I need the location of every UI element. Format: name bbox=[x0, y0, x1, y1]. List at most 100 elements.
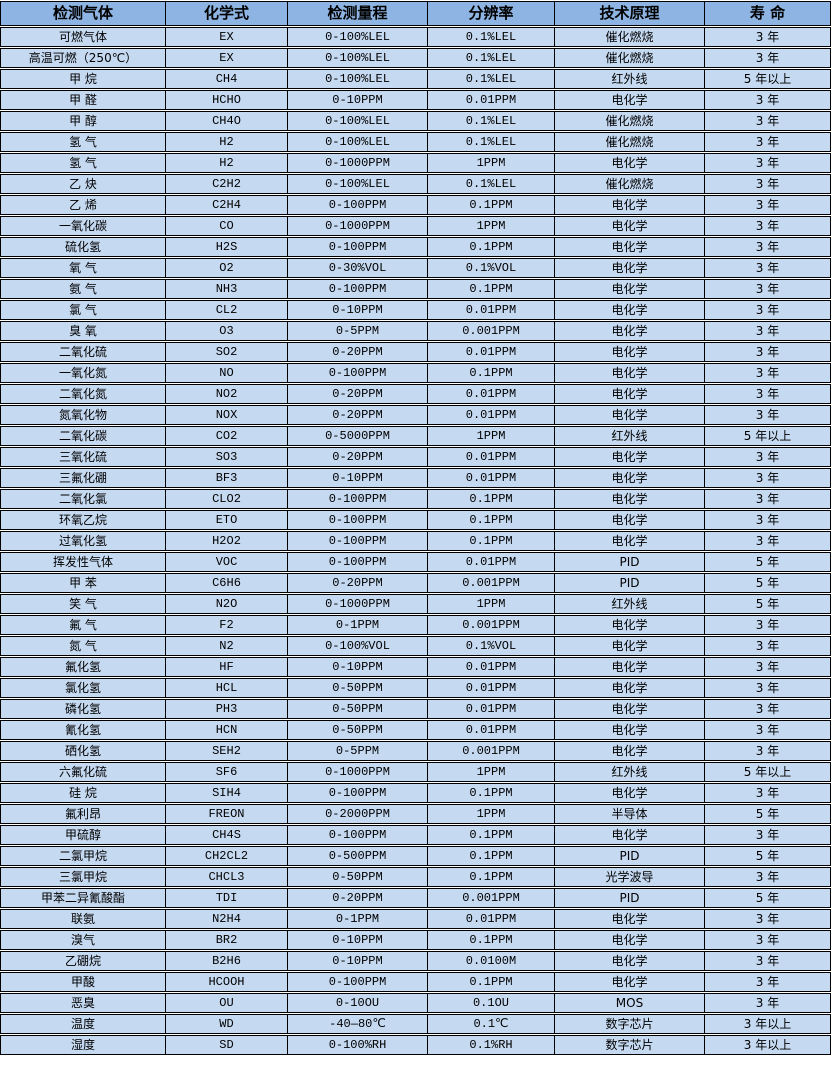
gas-name-cell: 硒化氢 bbox=[0, 741, 166, 761]
principle-cell: PID bbox=[555, 888, 705, 908]
lifetime-cell: 3 年 bbox=[705, 216, 831, 236]
formula-cell: WD bbox=[166, 1014, 288, 1034]
table-row: 二氧化碳 CO2 0-5000PPM 1PPM 红外线 5 年以上 bbox=[0, 426, 831, 446]
range-cell: 0-5PPM bbox=[288, 321, 428, 341]
range-cell: 0-100PPM bbox=[288, 489, 428, 509]
formula-cell: F2 bbox=[166, 615, 288, 635]
lifetime-cell: 3 年 bbox=[705, 27, 831, 47]
principle-cell: 电化学 bbox=[555, 258, 705, 278]
formula-cell: SO2 bbox=[166, 342, 288, 362]
formula-cell: HCL bbox=[166, 678, 288, 698]
formula-cell: NOX bbox=[166, 405, 288, 425]
gas-name-cell: 硅 烷 bbox=[0, 783, 166, 803]
table-row: 一氧化碳 CO 0-1000PPM 1PPM 电化学 3 年 bbox=[0, 216, 831, 236]
table-row: 温度 WD -40—80℃ 0.1℃ 数字芯片 3 年以上 bbox=[0, 1014, 831, 1034]
gas-name-cell: 挥发性气体 bbox=[0, 552, 166, 572]
resolution-cell: 0.0100M bbox=[428, 951, 555, 971]
resolution-cell: 0.1PPM bbox=[428, 279, 555, 299]
principle-cell: 数字芯片 bbox=[555, 1035, 705, 1055]
resolution-cell: 0.01PPM bbox=[428, 678, 555, 698]
principle-cell: 电化学 bbox=[555, 909, 705, 929]
principle-cell: 电化学 bbox=[555, 153, 705, 173]
table-row: 氟 气 F2 0-1PPM 0.001PPM 电化学 3 年 bbox=[0, 615, 831, 635]
lifetime-cell: 3 年 bbox=[705, 342, 831, 362]
lifetime-cell: 5 年 bbox=[705, 846, 831, 866]
resolution-cell: 0.1%LEL bbox=[428, 27, 555, 47]
lifetime-cell: 3 年 bbox=[705, 720, 831, 740]
column-header-lifetime: 寿 命 bbox=[705, 1, 831, 26]
resolution-cell: 1PPM bbox=[428, 804, 555, 824]
lifetime-cell: 3 年 bbox=[705, 489, 831, 509]
range-cell: 0-100%LEL bbox=[288, 174, 428, 194]
resolution-cell: 1PPM bbox=[428, 762, 555, 782]
table-row: 甲 醇 CH4O 0-100%LEL 0.1%LEL 催化燃烧 3 年 bbox=[0, 111, 831, 131]
formula-cell: PH3 bbox=[166, 699, 288, 719]
resolution-cell: 0.1PPM bbox=[428, 930, 555, 950]
gas-name-cell: 臭 氧 bbox=[0, 321, 166, 341]
range-cell: 0-100%LEL bbox=[288, 69, 428, 89]
resolution-cell: 1PPM bbox=[428, 216, 555, 236]
formula-cell: CH4O bbox=[166, 111, 288, 131]
formula-cell: SEH2 bbox=[166, 741, 288, 761]
range-cell: 0-1000PPM bbox=[288, 153, 428, 173]
resolution-cell: 0.01PPM bbox=[428, 657, 555, 677]
formula-cell: CH4 bbox=[166, 69, 288, 89]
range-cell: 0-100%VOL bbox=[288, 636, 428, 656]
gas-name-cell: 甲 烷 bbox=[0, 69, 166, 89]
range-cell: 0-100%LEL bbox=[288, 132, 428, 152]
formula-cell: BF3 bbox=[166, 468, 288, 488]
formula-cell: VOC bbox=[166, 552, 288, 572]
gas-name-cell: 恶臭 bbox=[0, 993, 166, 1013]
table-row: 磷化氢 PH3 0-50PPM 0.01PPM 电化学 3 年 bbox=[0, 699, 831, 719]
gas-name-cell: 氟 气 bbox=[0, 615, 166, 635]
column-header-formula: 化学式 bbox=[166, 1, 288, 26]
formula-cell: CH4S bbox=[166, 825, 288, 845]
column-header-resolution: 分辨率 bbox=[428, 1, 555, 26]
formula-cell: ETO bbox=[166, 510, 288, 530]
resolution-cell: 0.1%LEL bbox=[428, 132, 555, 152]
lifetime-cell: 3 年 bbox=[705, 447, 831, 467]
formula-cell: SF6 bbox=[166, 762, 288, 782]
lifetime-cell: 3 年 bbox=[705, 678, 831, 698]
principle-cell: 电化学 bbox=[555, 300, 705, 320]
table-row: 氮氧化物 NOX 0-20PPM 0.01PPM 电化学 3 年 bbox=[0, 405, 831, 425]
resolution-cell: 0.1PPM bbox=[428, 846, 555, 866]
gas-name-cell: 一氧化氮 bbox=[0, 363, 166, 383]
formula-cell: HF bbox=[166, 657, 288, 677]
principle-cell: 电化学 bbox=[555, 783, 705, 803]
resolution-cell: 0.1PPM bbox=[428, 531, 555, 551]
principle-cell: 电化学 bbox=[555, 279, 705, 299]
formula-cell: N2H4 bbox=[166, 909, 288, 929]
range-cell: 0-100PPM bbox=[288, 531, 428, 551]
principle-cell: 电化学 bbox=[555, 615, 705, 635]
table-row: 二氧化氯 CLO2 0-100PPM 0.1PPM 电化学 3 年 bbox=[0, 489, 831, 509]
lifetime-cell: 3 年 bbox=[705, 321, 831, 341]
principle-cell: 红外线 bbox=[555, 594, 705, 614]
principle-cell: PID bbox=[555, 846, 705, 866]
principle-cell: 电化学 bbox=[555, 531, 705, 551]
formula-cell: H2S bbox=[166, 237, 288, 257]
principle-cell: 电化学 bbox=[555, 657, 705, 677]
resolution-cell: 0.01PPM bbox=[428, 552, 555, 572]
resolution-cell: 1PPM bbox=[428, 594, 555, 614]
principle-cell: 电化学 bbox=[555, 321, 705, 341]
formula-cell: CHCL3 bbox=[166, 867, 288, 887]
resolution-cell: 0.1PPM bbox=[428, 363, 555, 383]
range-cell: 0-20PPM bbox=[288, 888, 428, 908]
range-cell: 0-30%VOL bbox=[288, 258, 428, 278]
principle-cell: 电化学 bbox=[555, 405, 705, 425]
principle-cell: 催化燃烧 bbox=[555, 48, 705, 68]
range-cell: 0-100PPM bbox=[288, 510, 428, 530]
gas-name-cell: 氯 气 bbox=[0, 300, 166, 320]
table-row: 三氧化硫 SO3 0-20PPM 0.01PPM 电化学 3 年 bbox=[0, 447, 831, 467]
range-cell: 0-100PPM bbox=[288, 552, 428, 572]
table-row: 可燃气体 EX 0-100%LEL 0.1%LEL 催化燃烧 3 年 bbox=[0, 27, 831, 47]
range-cell: 0-10PPM bbox=[288, 930, 428, 950]
range-cell: 0-2000PPM bbox=[288, 804, 428, 824]
principle-cell: 电化学 bbox=[555, 972, 705, 992]
gas-name-cell: 甲 苯 bbox=[0, 573, 166, 593]
table-header: 检测气体 化学式 检测量程 分辨率 技术原理 寿 命 bbox=[0, 1, 831, 26]
formula-cell: TDI bbox=[166, 888, 288, 908]
gas-name-cell: 氢 气 bbox=[0, 132, 166, 152]
